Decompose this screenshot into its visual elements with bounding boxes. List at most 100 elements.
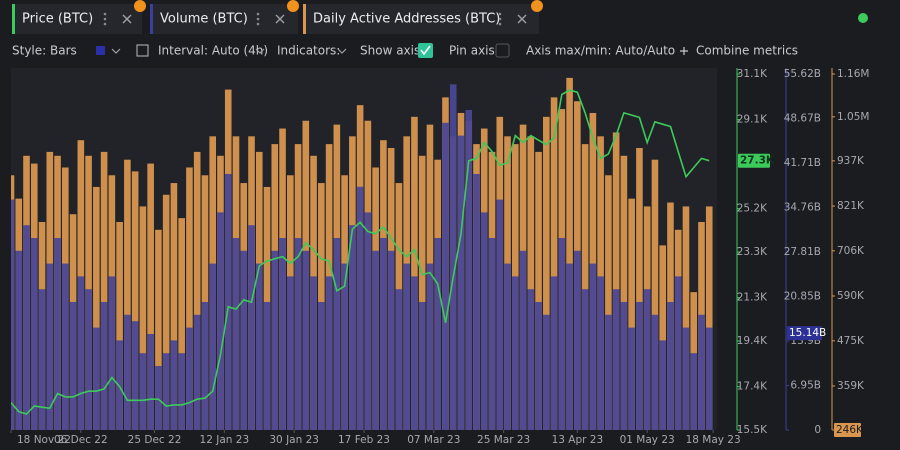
bar [224, 173, 232, 430]
bar [620, 301, 628, 430]
bar [93, 327, 100, 430]
bar [193, 314, 201, 430]
bar [581, 289, 589, 430]
btc-icon [287, 0, 299, 12]
indicators-control[interactable]: Indicators: [277, 44, 340, 58]
chevron[interactable] [111, 48, 121, 54]
close-icon[interactable] [517, 14, 527, 24]
bar [473, 173, 480, 430]
bar [488, 237, 496, 430]
menu-icon[interactable] [103, 12, 107, 26]
bar [418, 301, 426, 430]
x-tick-label: 25 Dec 22 [128, 434, 182, 446]
bar [186, 327, 193, 430]
bar [674, 276, 682, 430]
style-control[interactable]: Style: Bars [12, 44, 77, 58]
bar [147, 163, 154, 430]
color-swatch[interactable] [96, 46, 105, 55]
bar [240, 250, 248, 430]
bar [550, 276, 558, 430]
bar [504, 263, 511, 430]
bar [310, 276, 317, 430]
menu-icon[interactable] [498, 12, 502, 26]
bar [100, 151, 108, 430]
x-tick-label: 06 Dec 22 [54, 434, 108, 446]
interval-icon [136, 44, 149, 57]
bar [480, 212, 488, 430]
bar [519, 250, 527, 430]
plus-icon [680, 47, 688, 55]
bar [667, 301, 674, 430]
y-tick-label: 706K [837, 245, 865, 257]
bar [30, 237, 38, 430]
y-tick-label: 31.1K [737, 68, 768, 80]
y-tick-label: 25.2K [737, 203, 768, 215]
axis-range-control[interactable]: Axis max/min: Auto/Auto [526, 44, 675, 58]
tab[interactable]: Price (BTC) [12, 0, 146, 34]
bar [550, 97, 558, 430]
bar [566, 263, 573, 430]
bar [527, 136, 535, 430]
y-tick-label: 1.05M [837, 111, 869, 123]
bar [372, 250, 379, 430]
chevron[interactable] [337, 48, 347, 54]
bar [178, 353, 185, 430]
bar [651, 314, 659, 430]
chevron[interactable] [255, 48, 265, 54]
bar [403, 263, 410, 430]
x-tick-label: 18 Nov 22 [17, 434, 71, 446]
tab-label: Price (BTC) [22, 12, 93, 27]
bar [248, 225, 255, 430]
bar [108, 276, 116, 430]
y-tick-label: 29.1K [737, 114, 768, 126]
bar [705, 206, 713, 430]
bar [69, 301, 77, 430]
bar [139, 353, 147, 430]
bar [294, 237, 302, 430]
bar [85, 289, 92, 430]
pin-axis-checkbox[interactable] [495, 43, 510, 58]
bar [426, 263, 434, 430]
interval-control[interactable]: Interval: Auto (4h) [158, 44, 268, 58]
bar [442, 122, 449, 430]
bar [11, 199, 15, 430]
bar [581, 144, 589, 430]
show-axis-checkbox[interactable] [418, 43, 433, 58]
combine-metrics[interactable]: Combine metrics [696, 44, 798, 58]
btc-icon [134, 0, 146, 12]
tab-color [12, 4, 15, 34]
y-tick-label: 27.81B [784, 246, 821, 258]
bar [162, 194, 170, 430]
bar [659, 245, 666, 430]
bar [318, 301, 325, 430]
bar [279, 237, 286, 430]
bar [434, 237, 442, 430]
bar [341, 263, 348, 430]
bar [511, 276, 519, 430]
tab[interactable]: Daily Active Addresses (BTC) [303, 0, 543, 34]
bar [418, 155, 426, 430]
bar [612, 289, 620, 430]
bar [636, 148, 643, 430]
bar [411, 116, 418, 430]
x-tick-label: 12 Jan 23 [200, 434, 250, 446]
bar [232, 237, 240, 430]
tab[interactable]: Volume (BTC) [150, 0, 299, 34]
bar [193, 151, 201, 430]
menu-icon[interactable] [256, 12, 260, 26]
close-icon[interactable] [122, 14, 132, 24]
bar [54, 237, 61, 430]
bar [698, 314, 705, 430]
value-badge [787, 326, 822, 341]
bar [395, 289, 403, 430]
bar [651, 159, 659, 430]
bar [566, 77, 573, 430]
bar [411, 276, 418, 430]
y-tick-label: 55.62B [784, 68, 821, 80]
bar [155, 229, 162, 430]
pin-axis-label: Pin axis [449, 44, 495, 58]
x-tick-label: 07 Mar 23 [407, 434, 460, 446]
close-icon[interactable] [275, 14, 285, 24]
